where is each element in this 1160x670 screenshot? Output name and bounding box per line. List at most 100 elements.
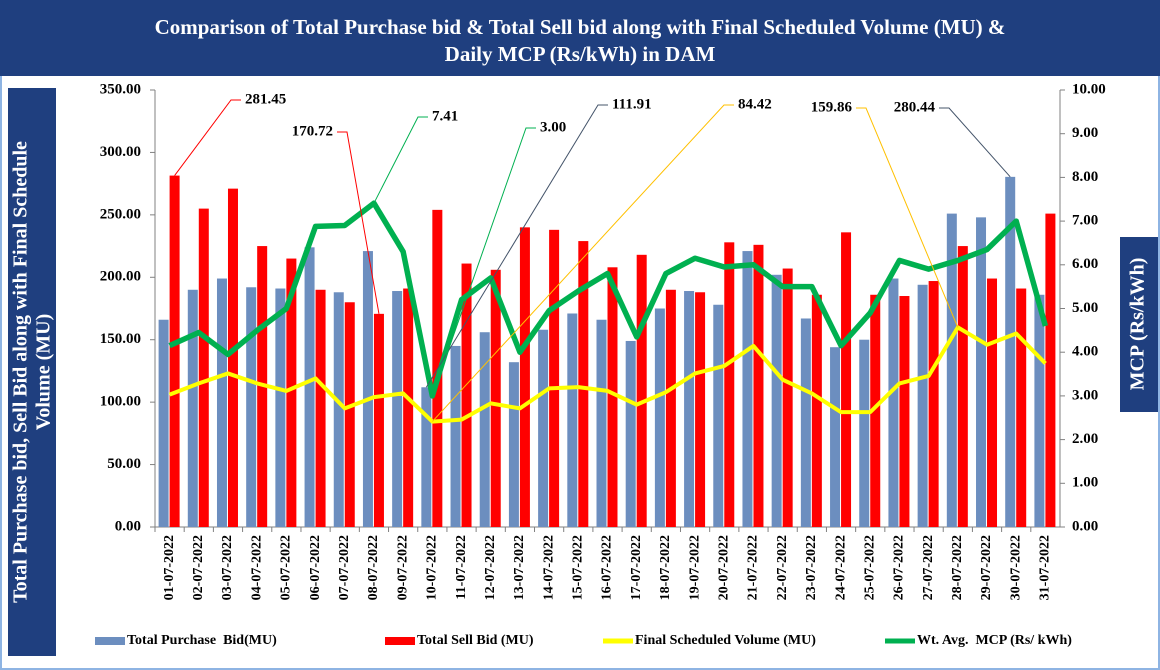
- x-tick-label: 11-07-2022: [454, 535, 469, 600]
- bar: [888, 278, 899, 527]
- x-tick-label: 24-07-2022: [833, 535, 848, 600]
- bar: [344, 302, 355, 527]
- title-banner: [0, 0, 1160, 76]
- bar: [421, 387, 432, 527]
- data-label: 3.00: [540, 119, 566, 135]
- bar: [665, 289, 676, 527]
- x-tick-label: 22-07-2022: [775, 535, 790, 600]
- y2-tick-label: 5.00: [1072, 300, 1098, 316]
- y-tick-label: 300.00: [100, 144, 141, 160]
- bar: [899, 296, 910, 527]
- bar: [654, 308, 665, 527]
- y2-tick-label: 9.00: [1072, 125, 1098, 141]
- bar: [841, 232, 852, 527]
- data-label: 170.72: [292, 123, 333, 139]
- bar: [461, 263, 472, 527]
- bar: [742, 251, 753, 527]
- x-tick-label: 08-07-2022: [366, 535, 381, 600]
- x-tick-label: 19-07-2022: [687, 535, 702, 600]
- y-tick-label: 150.00: [100, 331, 141, 347]
- x-tick-label: 31-07-2022: [1038, 535, 1053, 600]
- bar: [753, 244, 764, 527]
- line: [168, 325, 1047, 424]
- data-label: 280.44: [894, 99, 936, 115]
- y2-axis-label: MCP (Rs/kWh): [1127, 258, 1149, 391]
- bar: [976, 217, 987, 527]
- x-tick-label: 26-07-2022: [892, 535, 907, 600]
- y-tick-label: 250.00: [100, 206, 141, 222]
- y2-tick-label: 6.00: [1072, 256, 1098, 272]
- data-label: 159.86: [811, 99, 853, 115]
- chart-title: Comparison of Total Purchase bid & Total…: [155, 15, 1006, 39]
- bar: [450, 345, 461, 527]
- bar: [403, 288, 414, 527]
- x-tick-label: 13-07-2022: [512, 535, 527, 600]
- x-tick-label: 09-07-2022: [395, 535, 410, 600]
- leader-line: [431, 104, 734, 422]
- leader-line: [431, 127, 536, 397]
- bar: [373, 313, 384, 527]
- bar: [362, 251, 373, 527]
- x-tick-label: 03-07-2022: [220, 535, 235, 600]
- y2-tick-label: 1.00: [1072, 475, 1098, 491]
- y-tick-label: 50.00: [107, 456, 141, 472]
- bar: [578, 241, 589, 527]
- bar: [771, 274, 782, 527]
- leader-line: [939, 107, 1011, 178]
- bar: [917, 284, 928, 527]
- bar: [392, 291, 403, 527]
- bar: [859, 339, 870, 527]
- x-tick-label: 05-07-2022: [279, 535, 294, 600]
- x-tick-label: 10-07-2022: [425, 535, 440, 600]
- x-tick-label: 27-07-2022: [921, 535, 936, 600]
- bar: [607, 267, 618, 527]
- bar: [1045, 213, 1056, 527]
- y-tick-label: 350.00: [100, 81, 141, 97]
- x-tick-label: 29-07-2022: [979, 535, 994, 600]
- bar: [567, 313, 578, 527]
- y2-tick-label: 10.00: [1072, 81, 1106, 97]
- bar: [538, 329, 549, 527]
- bar: [596, 319, 607, 527]
- legend-label: Total Sell Bid (MU): [417, 633, 534, 648]
- bar: [508, 362, 519, 527]
- bar: [946, 213, 957, 527]
- y2-tick-label: 4.00: [1072, 344, 1098, 360]
- data-label: 84.42: [738, 96, 772, 112]
- x-tick-label: 28-07-2022: [950, 535, 965, 600]
- x-tick-label: 12-07-2022: [483, 535, 498, 600]
- bar: [479, 332, 490, 527]
- legend-label: Final Scheduled Volume (MU): [635, 633, 816, 648]
- line: [168, 200, 1049, 399]
- bar: [216, 278, 227, 527]
- bar: [158, 319, 169, 527]
- data-label: 7.41: [432, 108, 458, 124]
- bar: [625, 340, 636, 527]
- bar: [636, 254, 647, 527]
- bar: [987, 278, 998, 527]
- x-tick-label: 15-07-2022: [571, 535, 586, 600]
- x-tick-label: 04-07-2022: [249, 535, 264, 600]
- x-tick-label: 23-07-2022: [804, 535, 819, 600]
- bar: [1005, 176, 1016, 527]
- bar: [187, 289, 198, 527]
- bar: [490, 269, 501, 527]
- bar: [169, 175, 180, 527]
- x-tick-label: 18-07-2022: [658, 535, 673, 600]
- bar: [333, 292, 344, 527]
- y-tick-label: 0.00: [115, 518, 141, 534]
- bar: [275, 288, 286, 527]
- x-tick-label: 30-07-2022: [1008, 535, 1023, 600]
- chart-title: Daily MCP (Rs/kWh) in DAM: [445, 42, 716, 66]
- bar: [304, 247, 315, 527]
- bar: [286, 258, 297, 527]
- leader-line: [373, 116, 428, 204]
- bar: [695, 292, 706, 527]
- bar: [928, 281, 939, 527]
- x-tick-label: 16-07-2022: [600, 535, 615, 600]
- y-tick-label: 100.00: [100, 394, 141, 410]
- bar: [246, 287, 257, 527]
- legend-swatch: [385, 637, 415, 645]
- legend-swatch: [95, 637, 125, 645]
